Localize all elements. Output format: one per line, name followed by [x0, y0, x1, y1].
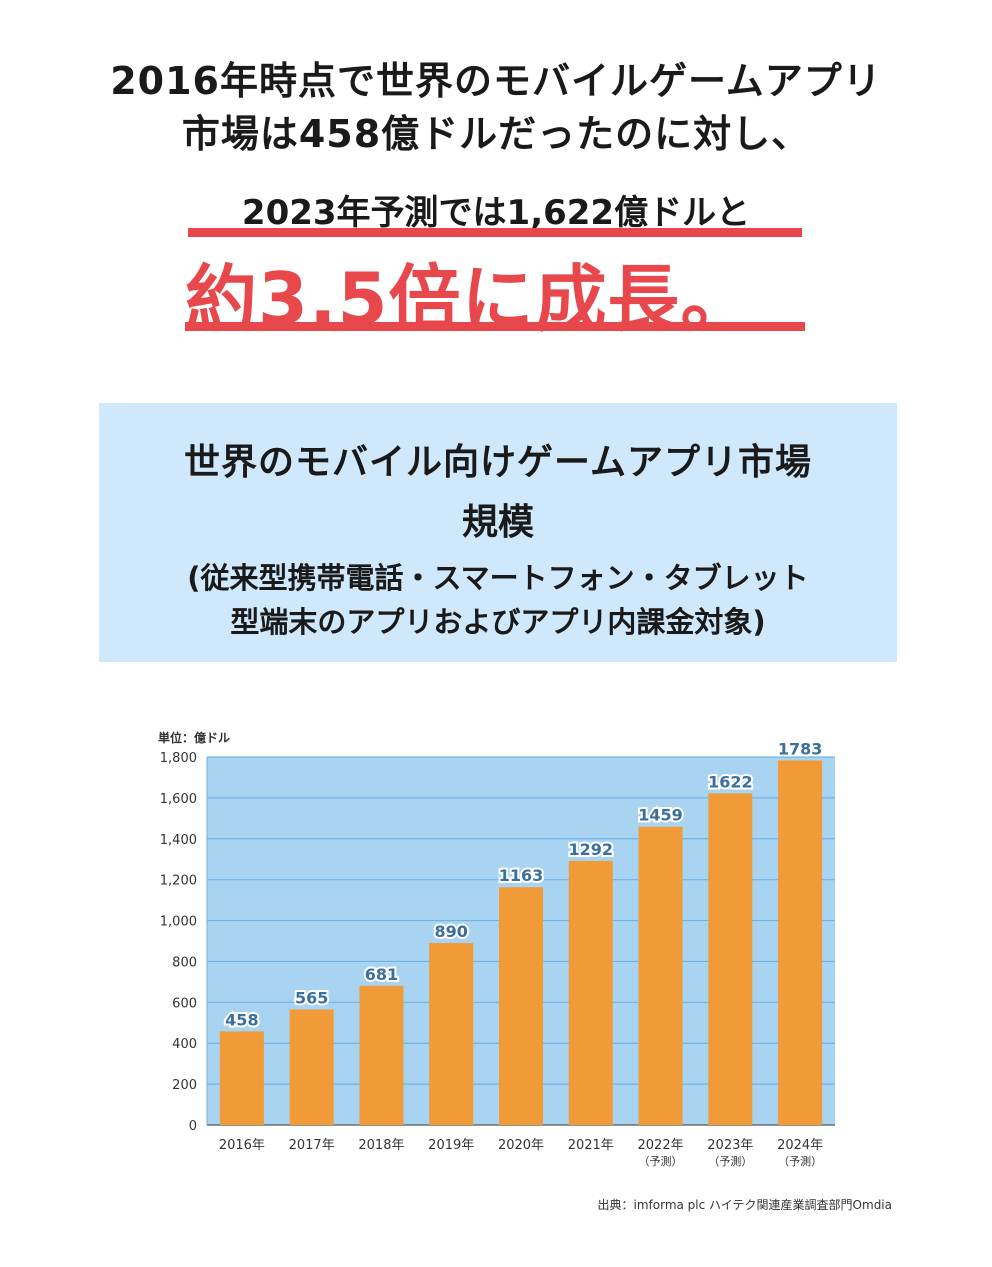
chart-note-line-1: (従来型携帯電話・スマートフォン・タブレット	[187, 561, 809, 595]
bar	[429, 943, 474, 1125]
x-tick-label: 2017年	[289, 1138, 335, 1153]
chart-note-line-2: 型端末のアプリおよびアプリ内課金対象)	[230, 605, 766, 639]
headline-line-2: 市場は458億ドルだったのに対し、	[181, 112, 811, 156]
y-tick-label: 0	[189, 1119, 197, 1134]
plot-area: 0 200 400 600 800 1,000 1,200 1,400 1,600 1,800 45…	[160, 737, 835, 1168]
bar-chart: 単位：億ドル 0 200 400 600 800 1,000 1,200 1,400 1,600…	[158, 730, 835, 1168]
y-tick-label: 1,800	[160, 751, 197, 766]
bar	[638, 826, 683, 1125]
headline-line-3: 2023年予測では1,622億ドルと	[241, 193, 751, 233]
bar	[219, 1031, 264, 1125]
y-tick-label: 1,400	[160, 833, 197, 848]
bar-value-label: 890	[435, 922, 468, 941]
headline-underline	[188, 228, 802, 237]
source-citation: 出典：imforma plc ハイテク関連産業調査部門Omdia	[597, 1198, 893, 1212]
bar	[289, 1009, 334, 1125]
unit-label: 単位：億ドル	[158, 730, 230, 745]
bar-value-label: 681	[365, 965, 398, 984]
y-tick-label: 800	[172, 955, 197, 970]
x-tick-label: 2020年	[498, 1138, 544, 1153]
x-tick-label: 2022年	[638, 1138, 684, 1153]
headline-line-1: 2016年時点で世界のモバイルゲームアプリ	[110, 59, 882, 103]
bar-value-label: 1292	[569, 840, 614, 859]
x-tick-label: 2024年	[777, 1138, 823, 1153]
y-tick-label: 400	[172, 1037, 197, 1052]
bar-value-label: 1459	[638, 806, 683, 825]
x-tick-label: 2019年	[428, 1138, 474, 1153]
y-tick-label: 600	[172, 996, 197, 1011]
emphasis-underline	[185, 322, 805, 331]
x-tick-label: 2018年	[358, 1138, 404, 1153]
bar-value-label: 1783	[778, 739, 823, 758]
bar	[708, 793, 753, 1125]
x-tick-label: 2016年	[219, 1138, 265, 1153]
bar	[499, 887, 543, 1125]
bar-value-label: 1163	[499, 866, 544, 885]
x-tick-note: （予測）	[778, 1154, 822, 1168]
bar	[568, 860, 613, 1125]
bar	[359, 985, 404, 1125]
y-tick-label: 1,200	[160, 874, 197, 889]
bar-value-label: 565	[295, 988, 328, 1007]
y-tick-label: 1,000	[160, 915, 197, 930]
x-tick-label: 2021年	[568, 1138, 614, 1153]
chart-title-line-2: 規模	[461, 502, 534, 543]
bar	[778, 760, 823, 1125]
x-tick-note: （予測）	[639, 1154, 683, 1168]
y-tick-label: 200	[172, 1078, 197, 1093]
y-tick-label: 1,600	[160, 792, 197, 807]
chart-title-line-1: 世界のモバイル向けゲームアプリ市場	[184, 442, 812, 483]
bar-value-label: 1622	[708, 772, 753, 791]
x-tick-label: 2023年	[707, 1138, 753, 1153]
x-tick-note: （予測）	[708, 1154, 752, 1168]
chart-title-box: 世界のモバイル向けゲームアプリ市場 規模 (従来型携帯電話・スマートフォン・タブ…	[99, 403, 897, 662]
bar-value-label: 458	[225, 1010, 258, 1029]
